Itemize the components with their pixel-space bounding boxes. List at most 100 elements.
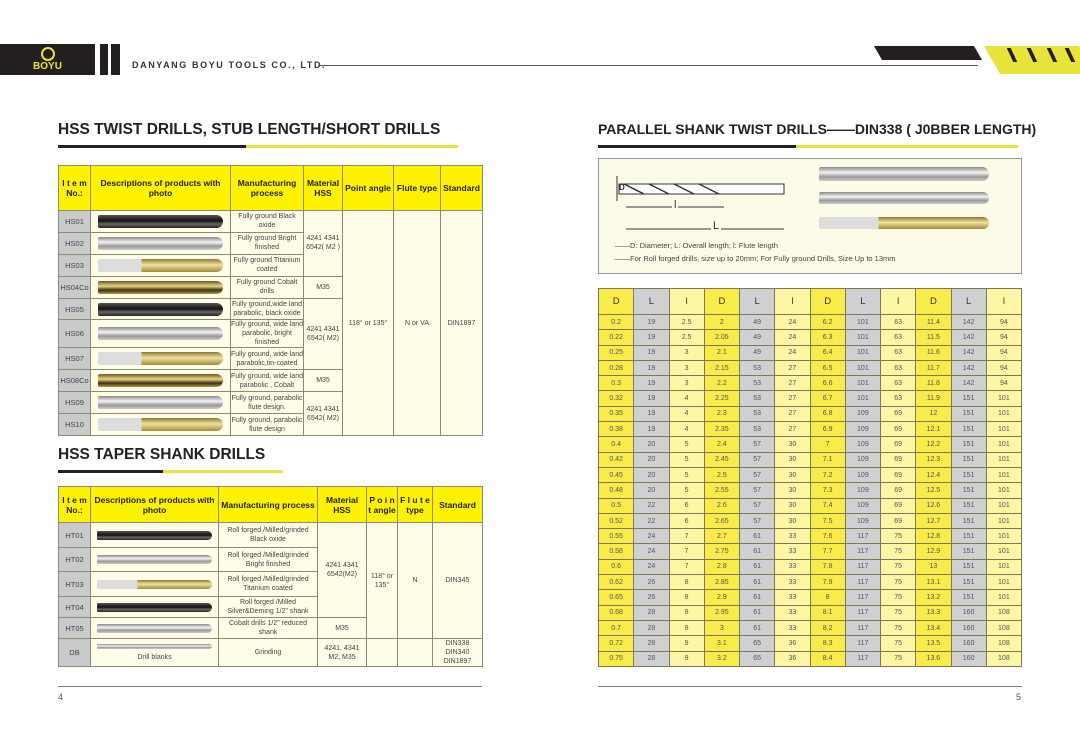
table-cell: 11.6: [915, 344, 952, 361]
process: Fully ground Titanium coated: [230, 253, 304, 277]
material: M35: [303, 275, 343, 299]
table-cell: 2.8: [703, 558, 741, 576]
table-cell: 160: [950, 650, 987, 667]
table-cell: 0.65: [597, 589, 635, 606]
section-title-din338: PARALLEL SHANK TWIST DRILLS——DIN338 ( J0…: [598, 121, 1037, 137]
table-cell: 19: [633, 390, 670, 407]
table-cell: 24: [633, 543, 670, 560]
table-cell: 65: [738, 650, 776, 667]
product-photo: [90, 522, 219, 548]
table-cell: 61: [738, 574, 776, 591]
col-header: L: [950, 288, 987, 315]
table-cell: 33: [774, 543, 811, 560]
col-header: L: [738, 288, 776, 315]
table-row: 0.25 19 3 2.1 49 24 6.4 101 63 11.6 142 94: [597, 344, 1023, 361]
table-cell: 57: [738, 497, 776, 514]
col-header: l: [774, 288, 811, 315]
table-cell: 9: [668, 650, 705, 667]
table-cell: 0.25: [597, 344, 635, 361]
table-cell: 6.2: [809, 313, 846, 331]
table-row: HS03 Fully ground Titanium coated: [58, 253, 483, 277]
table-cell: 57: [738, 482, 776, 499]
table-cell: 61: [738, 589, 776, 606]
page-number: 4: [58, 692, 64, 702]
table-cell: 109: [844, 512, 882, 530]
col-header: Descriptions of products with photo: [90, 165, 231, 211]
table-cell: 101: [844, 359, 882, 377]
table-cell: 75: [879, 589, 917, 606]
table-cell: 61: [738, 558, 776, 576]
table-cell: 19: [633, 421, 670, 438]
table-cell: 0.45: [597, 466, 635, 484]
table-cell: 0.6: [597, 558, 635, 576]
table-cell: 12.3: [915, 451, 952, 468]
col-header: l: [668, 288, 705, 315]
table-cell: 12.9: [915, 543, 952, 560]
table-cell: 142: [950, 313, 987, 331]
table-cell: 69: [879, 482, 917, 499]
table-cell: 33: [774, 528, 811, 545]
table-cell: 69: [879, 436, 917, 453]
table-cell: 75: [879, 650, 917, 667]
title-underline: [246, 145, 458, 148]
table-cell: 0.72: [597, 635, 635, 652]
table-cell: 109: [844, 421, 882, 438]
table-cell: 8.3: [809, 635, 846, 652]
table-cell: 19: [633, 344, 670, 361]
table-row: 0.28 19 3 2.15 53 27 6.5 101 63 11.7 142 94: [597, 359, 1023, 377]
table-row: HT04 Roll forged /Milled Silver&Deming 1/…: [58, 596, 483, 618]
table-cell: 12.1: [915, 421, 952, 438]
process: Roll forged /Milled/grinded Black oxide: [218, 522, 318, 548]
col-header: l: [879, 288, 917, 315]
item-no: HT02: [58, 547, 91, 572]
table-cell: 117: [844, 604, 882, 621]
header-bar: [111, 44, 120, 75]
table-cell: 30: [774, 512, 811, 530]
table-cell: 2.55: [703, 482, 741, 499]
product-photo: [90, 275, 231, 299]
table-cell: 117: [844, 650, 882, 667]
material: 4241, 4341 M2, M35: [317, 638, 367, 667]
item-no: HS03: [58, 253, 91, 277]
table-cell: 151: [950, 466, 987, 484]
table-cell: 7.1: [809, 451, 846, 468]
table-cell: 33: [774, 604, 811, 621]
table-cell: 0.52: [597, 512, 635, 530]
col-header: Point angle: [342, 165, 394, 211]
table-cell: 0.7: [597, 619, 635, 637]
table-cell: 28: [633, 650, 670, 667]
item-no: HT04: [58, 596, 91, 618]
table-cell: 2.6: [703, 497, 741, 514]
table-cell: 12.5: [915, 482, 952, 499]
table-cell: 7.8: [809, 558, 846, 576]
table-cell: 151: [950, 512, 987, 530]
table-cell: 19: [633, 313, 670, 331]
table-header-row: I t e m No.: Descriptions of products wit…: [58, 165, 483, 211]
label-L: L: [711, 220, 722, 232]
table-cell: 8: [809, 589, 846, 606]
table-cell: 2.15: [703, 359, 741, 377]
table-row: 0.3 19 3 2.2 53 27 6.6 101 63 11.8 142 94: [597, 375, 1023, 392]
table-cell: 61: [738, 543, 776, 560]
table-row: 0.45 20 5 2.5 57 30 7.2 109 69 12.4 151 101: [597, 466, 1023, 484]
item-no: HT01: [58, 522, 91, 548]
product-photo: [90, 347, 231, 371]
table-cell: 53: [738, 390, 776, 407]
table-cell: 101: [985, 466, 1023, 484]
table-cell: 13.1: [915, 574, 952, 591]
table-row: HS05 Fully ground,wide land parabolic, bl…: [58, 297, 483, 371]
table-cell: 13.2: [915, 589, 952, 606]
table-cell: 7.9: [809, 574, 846, 591]
table-cell: 6: [668, 512, 705, 530]
table-cell: 5: [668, 451, 705, 468]
table-cell: 75: [879, 619, 917, 637]
table-cell: 6.8: [809, 405, 846, 423]
table-cell: 2.35: [703, 421, 741, 438]
table-cell: 69: [879, 421, 917, 438]
table-cell: 8.2: [809, 619, 846, 637]
col-header: I t e m No.:: [58, 486, 91, 523]
table-cell: 8: [668, 574, 705, 591]
process: Fully ground Cobalt drills: [230, 275, 304, 299]
table-cell: 27: [774, 405, 811, 423]
table-cell: 5: [668, 436, 705, 453]
